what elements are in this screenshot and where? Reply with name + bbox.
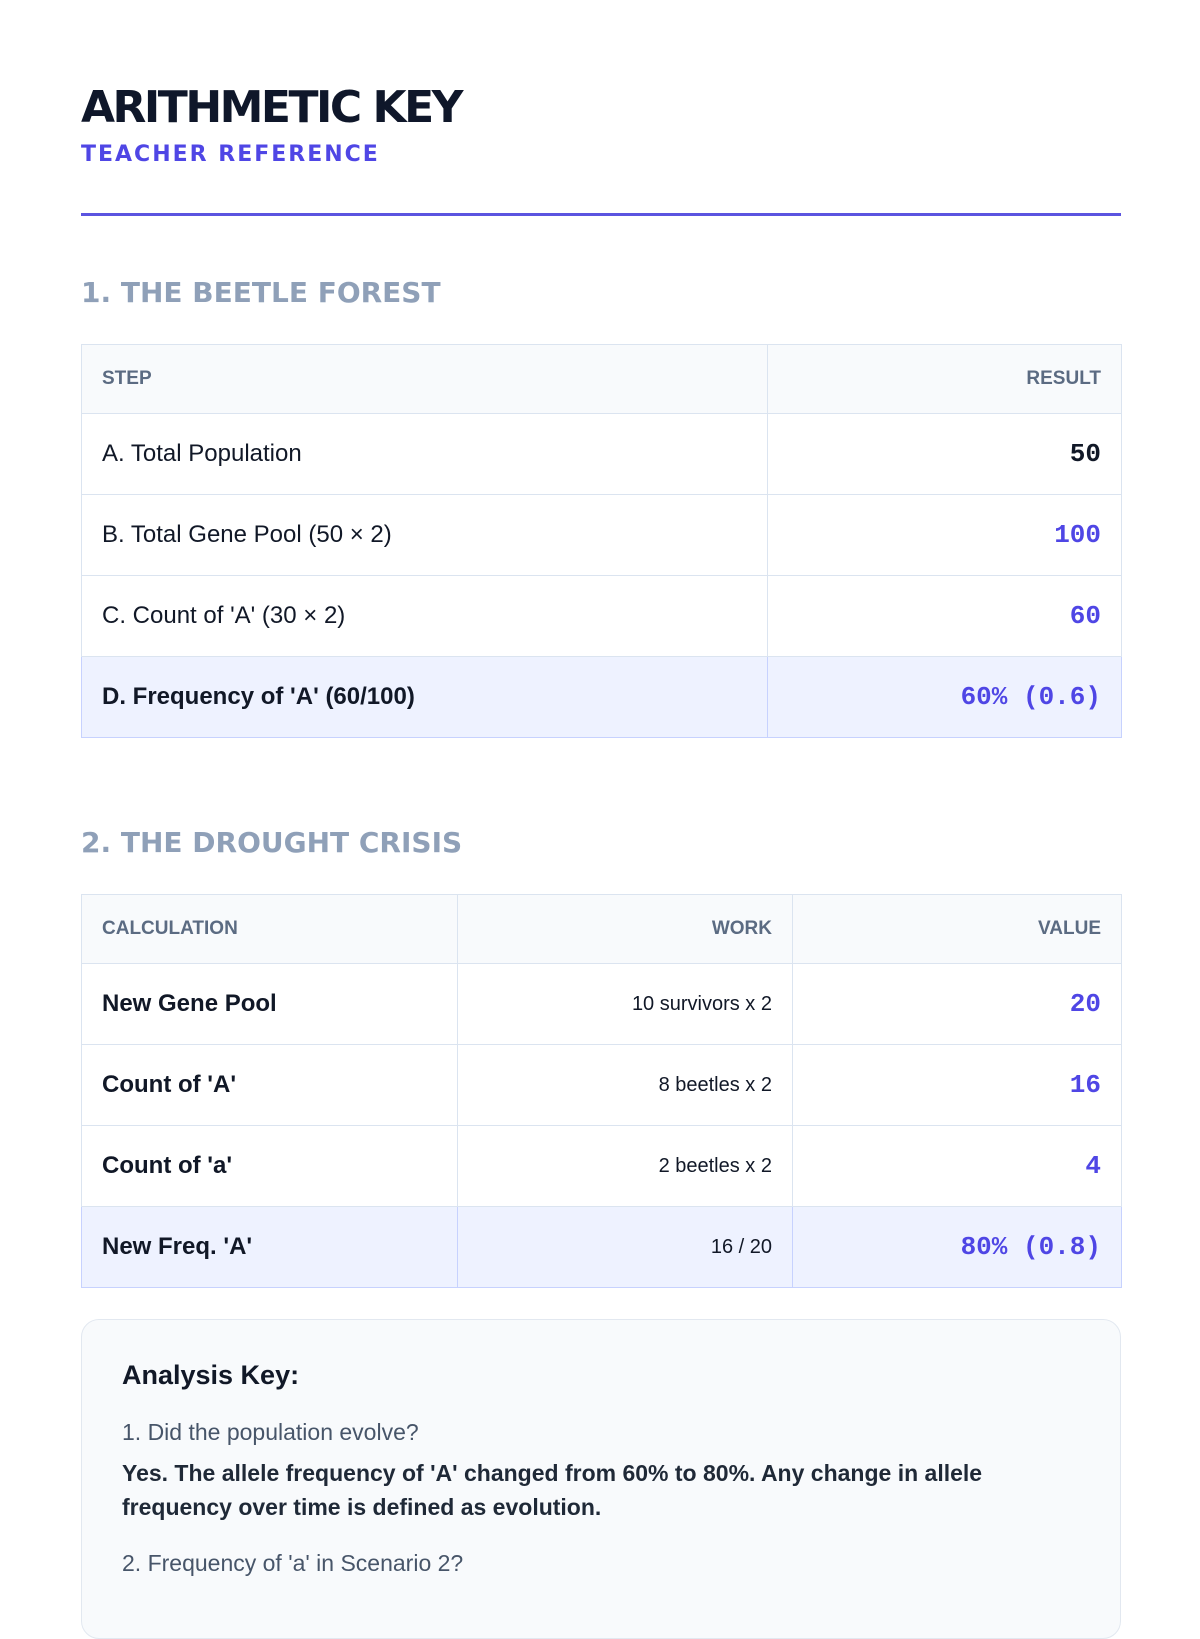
beetle-forest-table: STEP RESULT A. Total Population 50 B. To… bbox=[81, 344, 1122, 738]
work-cell: 10 survivors x 2 bbox=[457, 963, 793, 1045]
column-header-value: VALUE bbox=[792, 894, 1122, 964]
table-row-highlight: New Freq. 'A' 16 / 20 80% (0.8) bbox=[81, 1206, 1122, 1288]
value-cell: 80% (0.8) bbox=[792, 1206, 1122, 1288]
work-cell: 2 beetles x 2 bbox=[457, 1125, 793, 1207]
work-cell: 8 beetles x 2 bbox=[457, 1044, 793, 1126]
analysis-question: 2. Frequency of 'a' in Scenario 2? bbox=[122, 1550, 464, 1576]
table-row: A. Total Population 50 bbox=[81, 413, 1122, 495]
drought-crisis-table: CALCULATION WORK VALUE New Gene Pool 10 … bbox=[81, 894, 1122, 1288]
analysis-title: Analysis Key: bbox=[122, 1360, 300, 1390]
value-cell: 16 bbox=[792, 1044, 1122, 1126]
table-header-row: CALCULATION WORK VALUE bbox=[81, 894, 1122, 964]
analysis-answer: Yes. The allele frequency of 'A' changed… bbox=[122, 1460, 983, 1520]
section-title-beetle-forest: 1. THE BEETLE FOREST bbox=[81, 276, 441, 309]
result-cell: 50 bbox=[767, 413, 1122, 495]
analysis-question: 1. Did the population evolve? bbox=[122, 1419, 419, 1445]
table-row-highlight: D. Frequency of 'A' (60/100) 60% (0.6) bbox=[81, 656, 1122, 738]
calculation-cell: New Freq. 'A' bbox=[81, 1206, 458, 1288]
value-cell: 4 bbox=[792, 1125, 1122, 1207]
analysis-key-box: Analysis Key: 1. Did the population evol… bbox=[81, 1319, 1121, 1639]
column-header-work: WORK bbox=[457, 894, 793, 964]
table-row: New Gene Pool 10 survivors x 2 20 bbox=[81, 963, 1122, 1045]
header-divider bbox=[81, 213, 1121, 216]
result-cell: 100 bbox=[767, 494, 1122, 576]
page-header: ARITHMETIC KEY TEACHER REFERENCE bbox=[81, 82, 1121, 167]
step-cell: A. Total Population bbox=[81, 413, 768, 495]
calculation-cell: New Gene Pool bbox=[81, 963, 458, 1045]
value-cell: 20 bbox=[792, 963, 1122, 1045]
answer-key-page: ARITHMETIC KEY TEACHER REFERENCE 1. THE … bbox=[81, 82, 1122, 1639]
column-header-calculation: CALCULATION bbox=[81, 894, 458, 964]
page-subtitle: TEACHER REFERENCE bbox=[81, 142, 380, 167]
step-cell: C. Count of 'A' (30 × 2) bbox=[81, 575, 768, 657]
calculation-cell: Count of 'a' bbox=[81, 1125, 458, 1207]
column-header-step: STEP bbox=[81, 344, 768, 414]
step-cell: B. Total Gene Pool (50 × 2) bbox=[81, 494, 768, 576]
column-header-result: RESULT bbox=[767, 344, 1122, 414]
page-title: ARITHMETIC KEY bbox=[81, 82, 464, 133]
result-cell: 60% (0.6) bbox=[767, 656, 1122, 738]
work-cell: 16 / 20 bbox=[457, 1206, 793, 1288]
table-row: B. Total Gene Pool (50 × 2) 100 bbox=[81, 494, 1122, 576]
table-row: C. Count of 'A' (30 × 2) 60 bbox=[81, 575, 1122, 657]
section-title-drought-crisis: 2. THE DROUGHT CRISIS bbox=[81, 826, 463, 859]
table-header-row: STEP RESULT bbox=[81, 344, 1122, 414]
step-cell: D. Frequency of 'A' (60/100) bbox=[81, 656, 768, 738]
calculation-cell: Count of 'A' bbox=[81, 1044, 458, 1126]
result-cell: 60 bbox=[767, 575, 1122, 657]
table-row: Count of 'A' 8 beetles x 2 16 bbox=[81, 1044, 1122, 1126]
table-row: Count of 'a' 2 beetles x 2 4 bbox=[81, 1125, 1122, 1207]
